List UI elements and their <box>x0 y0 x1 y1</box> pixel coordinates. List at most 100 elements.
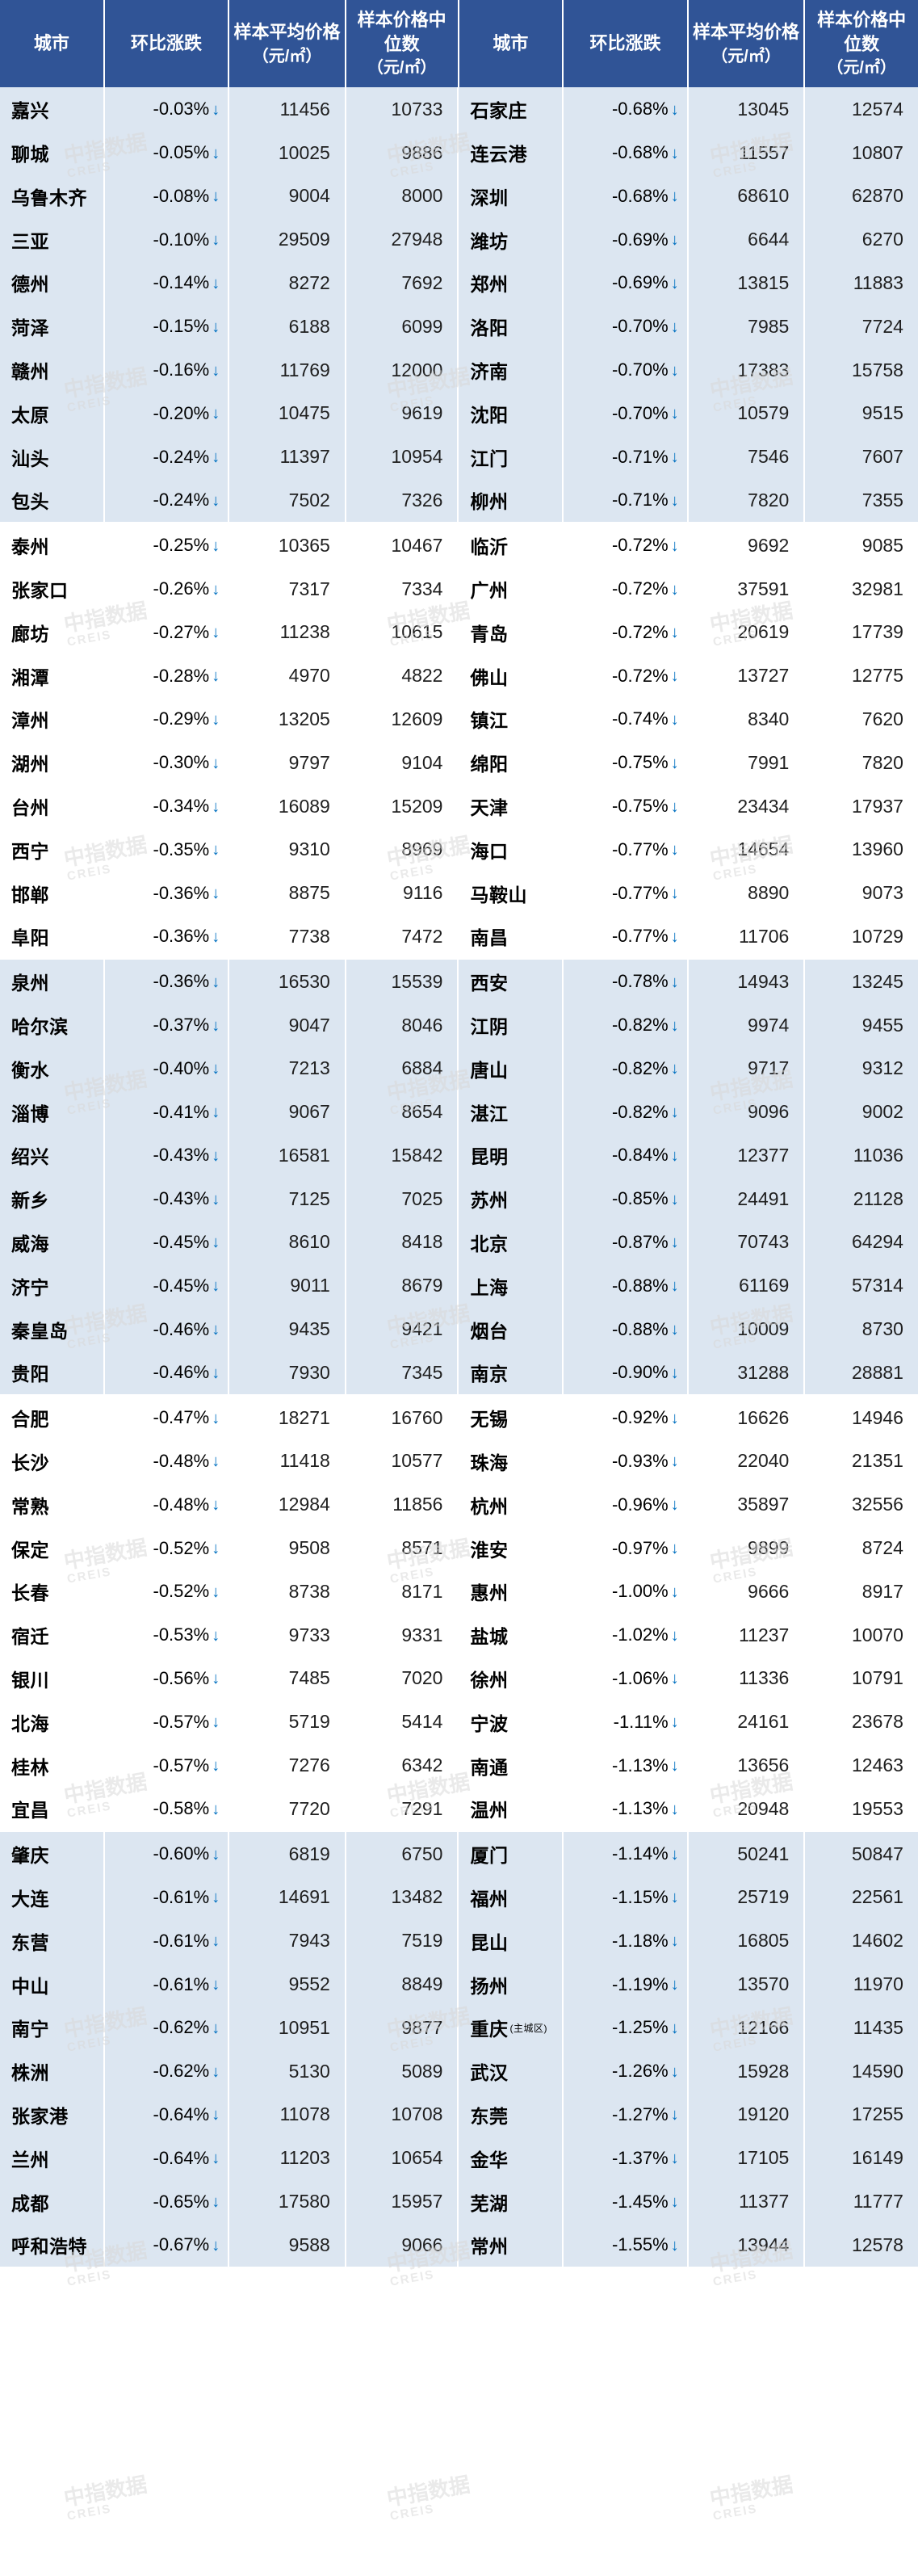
arrow-down-icon: ↓ <box>671 624 679 642</box>
pct-value: -0.72% <box>612 666 669 687</box>
table-row: 绍兴-0.43%↓1658115842昆明-0.84%↓1237711036 <box>0 1134 918 1178</box>
pct-value: -0.34% <box>153 796 210 817</box>
median-price-cell: 6342 <box>346 1744 459 1788</box>
change-cell: -0.97%↓ <box>564 1527 689 1570</box>
avg-price-cell: 5719 <box>229 1700 346 1744</box>
change-cell: -0.20%↓ <box>105 392 230 435</box>
table-row: 哈尔滨-0.37%↓90478046江阴-0.82%↓99749455 <box>0 1003 918 1047</box>
avg-price-cell: 20619 <box>689 611 806 654</box>
avg-price-cell: 13570 <box>689 1963 806 2007</box>
city-cell: 三亚 <box>0 218 105 262</box>
arrow-down-icon: ↓ <box>212 1976 220 1994</box>
median-price-cell: 4822 <box>346 654 459 698</box>
change-cell: -0.64%↓ <box>105 2093 230 2137</box>
city-cell: 东营 <box>0 1919 105 1963</box>
arrow-down-icon: ↓ <box>671 2193 679 2212</box>
arrow-down-icon: ↓ <box>212 1452 220 1471</box>
pct-value: -1.00% <box>612 1581 669 1602</box>
arrow-down-icon: ↓ <box>212 1191 220 1209</box>
avg-price-cell: 18271 <box>229 1396 346 1439</box>
avg-price-cell: 23434 <box>689 784 806 828</box>
header-median-right: 样本价格中位数 （元/㎡） <box>805 0 918 87</box>
avg-price-cell: 10579 <box>689 392 806 435</box>
median-price-cell: 10654 <box>346 2137 459 2180</box>
city-cell: 南昌 <box>459 915 564 959</box>
city-cell: 扬州 <box>459 1963 564 2007</box>
median-price-cell: 10467 <box>346 523 459 567</box>
median-price-cell: 7345 <box>346 1351 459 1394</box>
avg-price-cell: 9899 <box>689 1527 806 1570</box>
pct-value: -0.61% <box>153 1931 210 1952</box>
avg-price-cell: 29509 <box>229 218 346 262</box>
change-cell: -0.74%↓ <box>564 698 689 742</box>
arrow-down-icon: ↓ <box>212 841 220 859</box>
arrow-down-icon: ↓ <box>671 448 679 467</box>
avg-price-cell: 7720 <box>229 1787 346 1830</box>
change-cell: -0.24%↓ <box>105 479 230 523</box>
avg-price-cell: 37591 <box>689 567 806 611</box>
change-cell: -0.34%↓ <box>105 784 230 828</box>
median-price-cell: 8679 <box>346 1264 459 1308</box>
pct-value: -0.28% <box>153 666 210 687</box>
avg-price-cell: 14691 <box>229 1876 346 1919</box>
table-row: 廊坊-0.27%↓1123810615青岛-0.72%↓2061917739 <box>0 611 918 654</box>
avg-price-cell: 9310 <box>229 828 346 872</box>
arrow-down-icon: ↓ <box>212 145 220 163</box>
arrow-down-icon: ↓ <box>671 1889 679 1907</box>
change-cell: -0.52%↓ <box>105 1527 230 1570</box>
table-row: 长沙-0.48%↓1141810577珠海-0.93%↓2204021351 <box>0 1439 918 1483</box>
city-cell: 新乡 <box>0 1177 105 1221</box>
arrow-down-icon: ↓ <box>212 2237 220 2255</box>
city-cell: 江阴 <box>459 1003 564 1047</box>
median-price-cell: 13482 <box>346 1876 459 1919</box>
median-price-cell: 8724 <box>805 1527 918 1570</box>
city-cell: 汕头 <box>0 435 105 479</box>
avg-price-cell: 7991 <box>689 741 806 784</box>
median-price-cell: 6750 <box>346 1832 459 1876</box>
table-row: 西宁-0.35%↓93108969海口-0.77%↓1465413960 <box>0 828 918 872</box>
city-cell: 西安 <box>459 960 564 1003</box>
change-cell: -0.72%↓ <box>564 611 689 654</box>
change-cell: -0.77%↓ <box>564 828 689 872</box>
city-cell: 无锡 <box>459 1396 564 1439</box>
avg-price-cell: 8738 <box>229 1570 346 1613</box>
avg-price-cell: 7213 <box>229 1047 346 1090</box>
median-price-cell: 5414 <box>346 1700 459 1744</box>
table-row: 聊城-0.05%↓100259886连云港-0.68%↓1155710807 <box>0 131 918 174</box>
change-cell: -0.58%↓ <box>105 1787 230 1830</box>
city-cell: 武汉 <box>459 2049 564 2093</box>
pct-value: -0.52% <box>153 1581 210 1602</box>
city-cell: 海口 <box>459 828 564 872</box>
avg-price-cell: 12166 <box>689 2006 806 2049</box>
pct-value: -0.61% <box>153 1887 210 1908</box>
arrow-down-icon: ↓ <box>212 1364 220 1383</box>
table-row: 肇庆-0.60%↓68196750厦门-1.14%↓5024150847 <box>0 1832 918 1876</box>
median-price-cell: 32981 <box>805 567 918 611</box>
median-price-cell: 12609 <box>346 698 459 742</box>
city-cell: 成都 <box>0 2180 105 2224</box>
city-cell: 惠州 <box>459 1570 564 1613</box>
avg-price-cell: 11336 <box>689 1657 806 1700</box>
avg-price-cell: 9666 <box>689 1570 806 1613</box>
arrow-down-icon: ↓ <box>212 275 220 293</box>
avg-price-cell: 13045 <box>689 87 806 131</box>
arrow-down-icon: ↓ <box>671 711 679 729</box>
pct-value: -0.77% <box>612 883 669 904</box>
arrow-down-icon: ↓ <box>212 1103 220 1122</box>
header-median-sub: （元/㎡） <box>367 57 437 79</box>
city-cell: 合肥 <box>0 1396 105 1439</box>
pct-value: -0.48% <box>153 1451 210 1472</box>
avg-price-cell: 7276 <box>229 1744 346 1788</box>
median-price-cell: 6884 <box>346 1047 459 1090</box>
pct-value: -0.70% <box>612 316 669 337</box>
median-price-cell: 10708 <box>346 2093 459 2137</box>
watermark-cn: 中指数据 <box>62 2473 149 2510</box>
arrow-down-icon: ↓ <box>212 1410 220 1428</box>
header-avg-sub-r: （元/㎡） <box>711 46 781 68</box>
arrow-down-icon: ↓ <box>212 798 220 817</box>
city-cell: 杭州 <box>459 1483 564 1527</box>
arrow-down-icon: ↓ <box>671 1233 679 1252</box>
change-cell: -0.56%↓ <box>105 1657 230 1700</box>
change-cell: -0.03%↓ <box>105 87 230 131</box>
avg-price-cell: 11377 <box>689 2180 806 2224</box>
